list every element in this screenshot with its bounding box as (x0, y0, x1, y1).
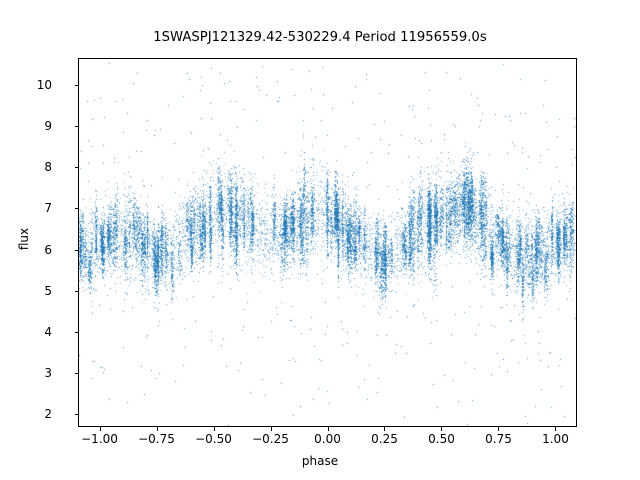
x-tick-label: 1.00 (542, 432, 569, 446)
x-tick-label: 0.75 (485, 432, 512, 446)
plot-area (78, 58, 577, 427)
y-tick-mark (74, 125, 78, 127)
y-tick-mark (74, 249, 78, 251)
x-tick-label: 0.00 (314, 432, 341, 446)
x-tick-mark (213, 427, 215, 431)
y-tick-label: 4 (44, 324, 52, 339)
y-tick-mark (74, 208, 78, 210)
y-tick-mark (74, 373, 78, 375)
y-tick-mark (74, 84, 78, 86)
y-tick-label: 7 (44, 201, 52, 216)
x-tick-label: −0.75 (138, 432, 175, 446)
x-tick-mark (441, 427, 443, 431)
x-axis-label: phase (301, 454, 339, 468)
y-tick-label: 6 (44, 242, 52, 257)
x-tick-label: 0.25 (371, 432, 398, 446)
y-axis-label: flux (17, 227, 31, 251)
x-tick-mark (99, 427, 101, 431)
y-tick-mark (74, 414, 78, 416)
x-tick-mark (270, 427, 272, 431)
y-tick-label: 5 (44, 283, 52, 298)
y-tick-label: 3 (44, 366, 52, 381)
y-tick-mark (74, 331, 78, 333)
x-tick-label: −1.00 (81, 432, 118, 446)
x-tick-mark (327, 427, 329, 431)
x-tick-mark (498, 427, 500, 431)
y-tick-label: 9 (44, 118, 52, 133)
x-tick-mark (156, 427, 158, 431)
page-title: 1SWASPJ121329.42-530229.4 Period 1195655… (153, 30, 487, 45)
x-tick-label: −0.50 (195, 432, 232, 446)
scatter-plot-canvas (79, 59, 576, 426)
x-tick-mark (555, 427, 557, 431)
y-tick-mark (74, 167, 78, 169)
x-tick-label: −0.25 (252, 432, 289, 446)
y-tick-label: 10 (36, 77, 52, 92)
y-tick-label: 8 (44, 160, 52, 175)
x-tick-mark (384, 427, 386, 431)
y-tick-label: 2 (44, 407, 52, 422)
y-tick-mark (74, 290, 78, 292)
x-tick-label: 0.50 (428, 432, 455, 446)
